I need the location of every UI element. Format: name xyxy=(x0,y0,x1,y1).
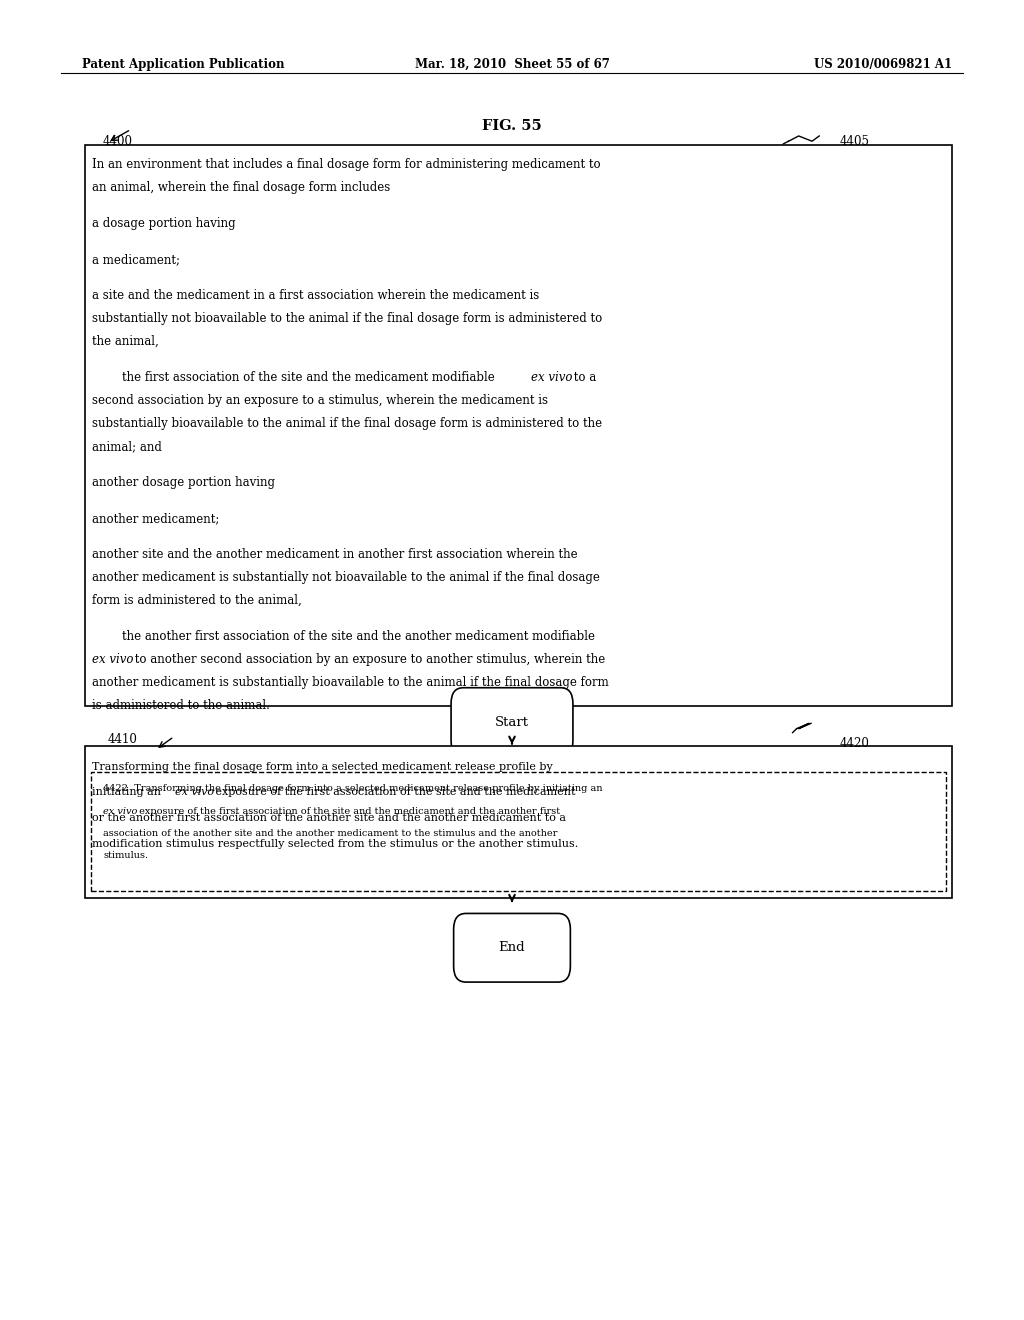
Text: a medicament;: a medicament; xyxy=(92,253,180,267)
Text: 4400: 4400 xyxy=(102,135,132,148)
Text: another dosage portion having: another dosage portion having xyxy=(92,477,275,488)
Text: 4420: 4420 xyxy=(840,737,869,750)
Text: 4422  Transforming the final dosage form into a selected medicament release prof: 4422 Transforming the final dosage form … xyxy=(103,784,603,793)
Text: 4410: 4410 xyxy=(108,733,137,746)
Text: Patent Application Publication: Patent Application Publication xyxy=(82,58,285,71)
Text: the another first association of the site and the another medicament modifiable: the another first association of the sit… xyxy=(92,630,595,643)
Text: Mar. 18, 2010  Sheet 55 of 67: Mar. 18, 2010 Sheet 55 of 67 xyxy=(415,58,609,71)
FancyBboxPatch shape xyxy=(85,746,952,898)
FancyBboxPatch shape xyxy=(454,913,570,982)
Text: 4405: 4405 xyxy=(840,135,869,148)
Text: the first association of the site and the medicament modifiable: the first association of the site and th… xyxy=(92,371,499,384)
Text: ex vivo: ex vivo xyxy=(103,807,138,816)
Text: modification stimulus respectfully selected from the stimulus or the another sti: modification stimulus respectfully selec… xyxy=(92,840,579,849)
FancyBboxPatch shape xyxy=(451,688,573,756)
Text: ex vivo: ex vivo xyxy=(92,652,134,665)
Text: exposure of the first association of the site and the medicament and the another: exposure of the first association of the… xyxy=(135,807,560,816)
Text: ex vivo: ex vivo xyxy=(174,787,214,797)
Text: End: End xyxy=(499,941,525,954)
Text: to another second association by an exposure to another stimulus, wherein the: to another second association by an expo… xyxy=(131,652,605,665)
Text: animal; and: animal; and xyxy=(92,440,162,453)
Text: another site and the another medicament in another first association wherein the: another site and the another medicament … xyxy=(92,548,578,561)
Text: FIG. 55: FIG. 55 xyxy=(482,119,542,133)
Text: Transforming the final dosage form into a selected medicament release profile by: Transforming the final dosage form into … xyxy=(92,762,553,772)
Text: substantially not bioavailable to the animal if the final dosage form is adminis: substantially not bioavailable to the an… xyxy=(92,312,602,325)
Text: another medicament is substantially not bioavailable to the animal if the final : another medicament is substantially not … xyxy=(92,570,600,583)
Text: stimulus.: stimulus. xyxy=(103,851,148,861)
Text: or the another first association of the another site and the another medicament : or the another first association of the … xyxy=(92,813,566,824)
FancyBboxPatch shape xyxy=(91,772,946,891)
Text: In an environment that includes a final dosage form for administering medicament: In an environment that includes a final … xyxy=(92,158,601,172)
Text: ex vivo: ex vivo xyxy=(530,371,572,384)
Text: is administered to the animal.: is administered to the animal. xyxy=(92,698,270,711)
Text: an animal, wherein the final dosage form includes: an animal, wherein the final dosage form… xyxy=(92,181,390,194)
Text: US 2010/0069821 A1: US 2010/0069821 A1 xyxy=(814,58,952,71)
Text: form is administered to the animal,: form is administered to the animal, xyxy=(92,594,302,607)
Text: initiating an: initiating an xyxy=(92,787,165,797)
Text: exposure of the first association of the site and the medicament: exposure of the first association of the… xyxy=(212,787,575,797)
FancyBboxPatch shape xyxy=(85,145,952,706)
Text: substantially bioavailable to the animal if the final dosage form is administere: substantially bioavailable to the animal… xyxy=(92,417,602,430)
Text: second association by an exposure to a stimulus, wherein the medicament is: second association by an exposure to a s… xyxy=(92,393,548,407)
Text: a site and the medicament in a first association wherein the medicament is: a site and the medicament in a first ass… xyxy=(92,289,540,302)
Text: Start: Start xyxy=(495,715,529,729)
Text: a dosage portion having: a dosage portion having xyxy=(92,218,236,230)
Text: the animal,: the animal, xyxy=(92,335,159,348)
Text: another medicament is substantially bioavailable to the animal if the final dosa: another medicament is substantially bioa… xyxy=(92,676,609,689)
Text: another medicament;: another medicament; xyxy=(92,512,219,525)
Text: association of the another site and the another medicament to the stimulus and t: association of the another site and the … xyxy=(103,829,558,838)
Text: to a: to a xyxy=(570,371,596,384)
